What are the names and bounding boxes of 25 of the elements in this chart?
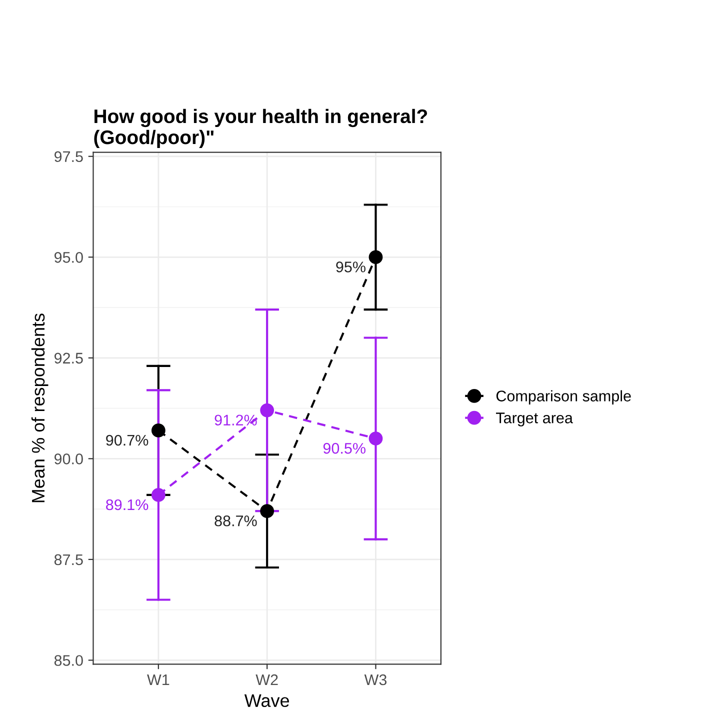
point bbox=[368, 250, 383, 264]
y-tick-label: 97.5 bbox=[54, 151, 83, 162]
data-label: 89.1% bbox=[106, 499, 148, 510]
x-tick-label: W2 bbox=[256, 674, 278, 686]
y-tick-label: 87.5 bbox=[54, 554, 83, 566]
y-tick-label: 95.0 bbox=[54, 252, 83, 263]
x-axis-title: Wave bbox=[244, 694, 290, 708]
legend-label: Target area bbox=[496, 412, 573, 426]
y-tick-label: 85.0 bbox=[54, 655, 83, 666]
data-label: 90.5% bbox=[323, 442, 366, 454]
point bbox=[260, 403, 274, 418]
y-tick-label: 92.5 bbox=[54, 352, 83, 364]
data-label: 88.7% bbox=[214, 515, 257, 526]
x-tick-label: W3 bbox=[364, 674, 387, 686]
point bbox=[368, 432, 383, 446]
legend-label: Comparison sample bbox=[496, 390, 631, 404]
y-tick-label: 90.0 bbox=[54, 454, 83, 464]
data-label: 90.7% bbox=[106, 434, 148, 446]
point bbox=[260, 504, 274, 518]
chart-title: How good is your health in general? (Good/poor)" bbox=[94, 108, 428, 148]
y-axis-title: Mean % of respondents bbox=[31, 314, 48, 502]
x-tick-label: W1 bbox=[147, 674, 170, 686]
point bbox=[151, 424, 166, 438]
point bbox=[151, 488, 166, 502]
data-label: 95% bbox=[336, 262, 366, 272]
